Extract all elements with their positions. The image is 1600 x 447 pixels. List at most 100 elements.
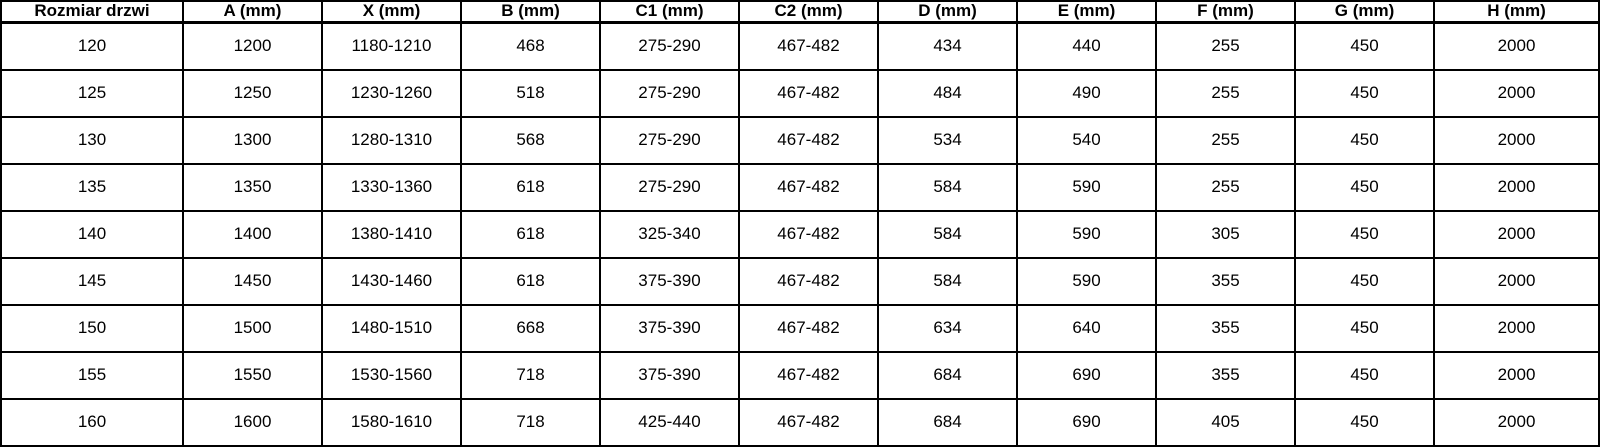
table-cell: 590 [1016, 210, 1157, 260]
table-cell: 634 [877, 304, 1018, 353]
table-cell: 2000 [1433, 163, 1600, 213]
table-cell: 2000 [1433, 116, 1600, 166]
table-cell: 2000 [1433, 397, 1600, 447]
table-cell: 275-290 [599, 69, 740, 119]
table-cell: 490 [1016, 69, 1157, 119]
table-cell: 450 [1294, 163, 1435, 213]
table-cell: 450 [1294, 257, 1435, 307]
table-cell: 255 [1155, 21, 1296, 72]
table-cell: 590 [1016, 163, 1157, 213]
table-cell: 467-482 [738, 397, 879, 447]
table-cell: 434 [877, 21, 1018, 72]
table-cell: 140 [0, 210, 184, 260]
table-cell: 255 [1155, 116, 1296, 166]
table-row: 155 1550 1530-1560 718 375-390 467-482 684 690 3… [0, 351, 1600, 400]
table-cell: 1350 [182, 163, 323, 213]
table-cell: 255 [1155, 163, 1296, 213]
table-cell: 135 [0, 163, 184, 213]
table-cell: 618 [460, 210, 601, 260]
table-cell: 467-482 [738, 163, 879, 213]
table-row: 140 1400 1380-1410 618 325-340 467-482 584 590 3… [0, 210, 1600, 260]
column-header: A (mm) [182, 0, 323, 24]
table-row: 160 1600 1580-1610 718 425-440 467-482 684 690 4… [0, 397, 1600, 447]
table-cell: 160 [0, 397, 184, 447]
table-row: 150 1500 1480-1510 668 375-390 467-482 634 640 3… [0, 304, 1600, 353]
table-cell: 540 [1016, 116, 1157, 166]
table-cell: 467-482 [738, 304, 879, 353]
table-cell: 120 [0, 21, 184, 72]
table-cell: 1280-1310 [321, 116, 462, 166]
table-cell: 450 [1294, 21, 1435, 72]
table-cell: 450 [1294, 210, 1435, 260]
table-cell: 2000 [1433, 304, 1600, 353]
table-cell: 590 [1016, 257, 1157, 307]
table-cell: 425-440 [599, 397, 740, 447]
table-cell: 1300 [182, 116, 323, 166]
table-cell: 2000 [1433, 21, 1600, 72]
table-body: 120 1200 1180-1210 468 275-290 467-482 434 440 2… [0, 21, 1600, 447]
table-cell: 405 [1155, 397, 1296, 447]
table-cell: 467-482 [738, 21, 879, 72]
column-header: D (mm) [877, 0, 1018, 24]
table-cell: 467-482 [738, 116, 879, 166]
header-row: Rozmiar drzwi A (mm) X (mm) B (mm) C1 (mm) C2… [0, 0, 1600, 24]
table-cell: 690 [1016, 397, 1157, 447]
table-cell: 130 [0, 116, 184, 166]
table-cell: 1500 [182, 304, 323, 353]
table-cell: 1550 [182, 351, 323, 400]
table-cell: 440 [1016, 21, 1157, 72]
table-cell: 1480-1510 [321, 304, 462, 353]
table-row: 130 1300 1280-1310 568 275-290 467-482 534 540 2… [0, 116, 1600, 166]
table-cell: 484 [877, 69, 1018, 119]
table-row: 145 1450 1430-1460 618 375-390 467-482 584 590 3… [0, 257, 1600, 307]
table-cell: 145 [0, 257, 184, 307]
table-cell: 2000 [1433, 69, 1600, 119]
table-cell: 1180-1210 [321, 21, 462, 72]
table-cell: 450 [1294, 304, 1435, 353]
table-cell: 275-290 [599, 116, 740, 166]
column-header: G (mm) [1294, 0, 1435, 24]
table-cell: 640 [1016, 304, 1157, 353]
column-header: E (mm) [1016, 0, 1157, 24]
table-cell: 690 [1016, 351, 1157, 400]
table-cell: 450 [1294, 116, 1435, 166]
table-cell: 305 [1155, 210, 1296, 260]
table-cell: 1250 [182, 69, 323, 119]
table-cell: 718 [460, 351, 601, 400]
table-cell: 155 [0, 351, 184, 400]
table-cell: 684 [877, 351, 1018, 400]
table-row: 135 1350 1330-1360 618 275-290 467-482 584 590 2… [0, 163, 1600, 213]
column-header: X (mm) [321, 0, 462, 24]
table-cell: 568 [460, 116, 601, 166]
column-header: H (mm) [1433, 0, 1600, 24]
table-cell: 355 [1155, 304, 1296, 353]
table-cell: 468 [460, 21, 601, 72]
table-cell: 1200 [182, 21, 323, 72]
column-header: C2 (mm) [738, 0, 879, 24]
table-cell: 375-390 [599, 351, 740, 400]
table-cell: 467-482 [738, 351, 879, 400]
table-cell: 1430-1460 [321, 257, 462, 307]
table-cell: 375-390 [599, 257, 740, 307]
table-cell: 150 [0, 304, 184, 353]
table-cell: 1530-1560 [321, 351, 462, 400]
table-cell: 450 [1294, 397, 1435, 447]
table-cell: 467-482 [738, 210, 879, 260]
table-cell: 518 [460, 69, 601, 119]
table-cell: 275-290 [599, 163, 740, 213]
table-cell: 2000 [1433, 210, 1600, 260]
table-cell: 1330-1360 [321, 163, 462, 213]
column-header: B (mm) [460, 0, 601, 24]
table-cell: 1230-1260 [321, 69, 462, 119]
table-cell: 1450 [182, 257, 323, 307]
table-cell: 467-482 [738, 69, 879, 119]
table-row: 125 1250 1230-1260 518 275-290 467-482 484 490 2… [0, 69, 1600, 119]
table-cell: 275-290 [599, 21, 740, 72]
table-cell: 618 [460, 163, 601, 213]
table-cell: 534 [877, 116, 1018, 166]
column-header: C1 (mm) [599, 0, 740, 24]
table-cell: 618 [460, 257, 601, 307]
column-header: Rozmiar drzwi [0, 0, 184, 24]
table-cell: 1380-1410 [321, 210, 462, 260]
